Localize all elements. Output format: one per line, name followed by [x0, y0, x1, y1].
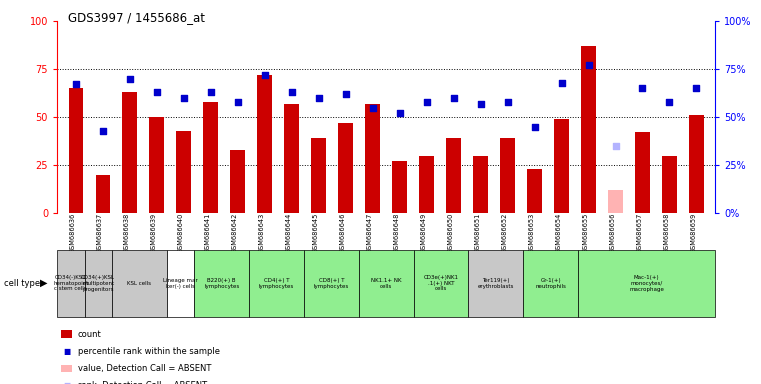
Text: CD8(+) T
lymphocytes: CD8(+) T lymphocytes — [314, 278, 349, 289]
Text: GSM686651: GSM686651 — [475, 213, 481, 253]
Text: GSM686659: GSM686659 — [690, 213, 696, 253]
Point — [475, 101, 487, 107]
Bar — [339, 123, 353, 213]
Text: Lineage mar
ker(-) cells: Lineage mar ker(-) cells — [163, 278, 198, 289]
Point — [151, 89, 163, 95]
Text: GSM686654: GSM686654 — [556, 213, 562, 253]
Text: GSM686639: GSM686639 — [151, 213, 157, 253]
Bar — [149, 117, 164, 213]
Text: Ter119(+)
erythroblasts: Ter119(+) erythroblasts — [478, 278, 514, 289]
Text: CD3e(+)NK1
.1(+) NKT
cells: CD3e(+)NK1 .1(+) NKT cells — [424, 275, 459, 291]
Text: GSM686643: GSM686643 — [259, 213, 265, 253]
Point — [367, 104, 379, 111]
Text: cell type: cell type — [4, 279, 40, 288]
Text: GSM686647: GSM686647 — [367, 213, 373, 253]
Text: GSM686646: GSM686646 — [339, 213, 345, 253]
Bar — [311, 138, 326, 213]
Bar — [365, 104, 380, 213]
Text: GSM686655: GSM686655 — [582, 213, 588, 253]
Text: count: count — [78, 329, 101, 339]
Point — [447, 95, 460, 101]
Text: GSM686641: GSM686641 — [205, 213, 211, 253]
Point — [70, 81, 82, 88]
Point — [124, 76, 136, 82]
Point — [232, 99, 244, 105]
Text: Gr-1(+)
neutrophils: Gr-1(+) neutrophils — [535, 278, 566, 289]
Point — [528, 124, 540, 130]
Text: B220(+) B
lymphocytes: B220(+) B lymphocytes — [204, 278, 239, 289]
Text: GSM686657: GSM686657 — [636, 213, 642, 253]
Point — [421, 99, 433, 105]
Point — [205, 89, 217, 95]
Bar — [662, 156, 677, 213]
Point — [636, 85, 648, 91]
Bar — [96, 175, 110, 213]
Text: CD34(-)KSL
hematopoiet
c stem cells: CD34(-)KSL hematopoiet c stem cells — [53, 275, 88, 291]
Point — [664, 99, 676, 105]
Text: CD34(+)KSL
multipotent
progenitors: CD34(+)KSL multipotent progenitors — [81, 275, 115, 291]
Text: percentile rank within the sample: percentile rank within the sample — [78, 347, 220, 356]
Text: GSM686658: GSM686658 — [664, 213, 670, 253]
Text: GSM686638: GSM686638 — [124, 213, 130, 253]
Text: Mac-1(+)
monocytes/
macrophage: Mac-1(+) monocytes/ macrophage — [629, 275, 664, 291]
Bar — [231, 150, 245, 213]
Point — [339, 91, 352, 97]
Bar — [419, 156, 434, 213]
Point — [690, 85, 702, 91]
Bar — [257, 75, 272, 213]
Text: GSM686653: GSM686653 — [529, 213, 534, 253]
Text: NK1.1+ NK
cells: NK1.1+ NK cells — [371, 278, 402, 289]
Bar — [635, 132, 650, 213]
Bar — [285, 104, 299, 213]
Text: GSM686650: GSM686650 — [447, 213, 454, 253]
Bar — [527, 169, 542, 213]
Bar — [689, 115, 704, 213]
Text: ▶: ▶ — [40, 278, 47, 288]
Text: GSM686636: GSM686636 — [70, 213, 76, 253]
Text: GSM686645: GSM686645 — [313, 213, 319, 253]
Point — [556, 79, 568, 86]
Bar — [500, 138, 515, 213]
Text: GSM686652: GSM686652 — [501, 213, 508, 253]
Point — [259, 72, 271, 78]
Point — [97, 127, 109, 134]
Point — [393, 110, 406, 116]
Text: ■: ■ — [63, 347, 70, 356]
Point — [178, 95, 190, 101]
Bar — [554, 119, 569, 213]
Text: GSM686656: GSM686656 — [610, 213, 616, 253]
Text: GSM686648: GSM686648 — [393, 213, 400, 253]
Bar — [446, 138, 461, 213]
Bar — [608, 190, 623, 213]
Text: rank, Detection Call = ABSENT: rank, Detection Call = ABSENT — [78, 381, 207, 384]
Text: GSM686640: GSM686640 — [178, 213, 184, 253]
Bar — [392, 161, 407, 213]
Point — [313, 95, 325, 101]
Bar — [203, 102, 218, 213]
Bar — [581, 46, 596, 213]
Text: CD4(+) T
lymphocytes: CD4(+) T lymphocytes — [259, 278, 294, 289]
Text: GSM686637: GSM686637 — [97, 213, 103, 253]
Text: KSL cells: KSL cells — [127, 281, 151, 286]
Text: value, Detection Call = ABSENT: value, Detection Call = ABSENT — [78, 364, 211, 373]
Bar — [68, 88, 84, 213]
Point — [285, 89, 298, 95]
Text: GSM686649: GSM686649 — [421, 213, 427, 253]
Text: GSM686644: GSM686644 — [286, 213, 291, 253]
Bar — [473, 156, 488, 213]
Point — [610, 143, 622, 149]
Point — [582, 62, 594, 68]
Point — [501, 99, 514, 105]
Text: ■: ■ — [63, 381, 70, 384]
Bar — [123, 92, 137, 213]
Text: GSM686642: GSM686642 — [232, 213, 238, 253]
Text: GDS3997 / 1455686_at: GDS3997 / 1455686_at — [68, 12, 205, 25]
Bar — [177, 131, 191, 213]
